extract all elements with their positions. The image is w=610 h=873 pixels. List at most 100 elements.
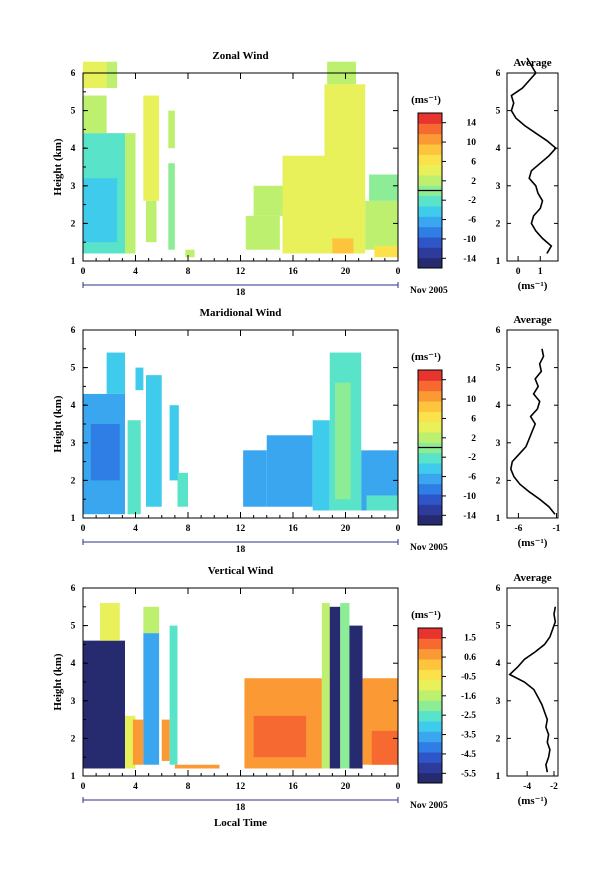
panel-title: Maridional Wind xyxy=(200,307,282,319)
x-tick-label: 20 xyxy=(341,524,351,534)
heatmap-cell xyxy=(83,178,118,243)
y-axis-label: Height (km) xyxy=(52,395,64,452)
colorbar-swatch xyxy=(418,452,442,464)
colorbar-swatch xyxy=(418,390,442,402)
colorbar-tick-label: -6 xyxy=(468,473,476,483)
colorbar: 14 10 6 2 -2 -6 -10 -14 (ms⁻¹) xyxy=(411,351,476,526)
date-label: Nov 2005 xyxy=(410,543,448,553)
average-y-tick-label: 5 xyxy=(496,107,501,117)
y-tick-label: 6 xyxy=(71,326,76,336)
colorbar-tick-label: 0.6 xyxy=(464,653,476,663)
colorbar-swatch xyxy=(418,483,442,495)
colorbar-swatch xyxy=(418,421,442,433)
heatmap-cell xyxy=(83,61,107,89)
heatmap-cell xyxy=(340,603,350,769)
heatmap-cell xyxy=(312,420,330,511)
colorbar-swatch xyxy=(418,504,442,516)
heatmap-cells xyxy=(83,603,398,769)
y-tick-label: 5 xyxy=(71,364,76,374)
x-tick-label: 16 xyxy=(288,782,298,792)
panel-title: Zonal Wind xyxy=(212,50,268,62)
heatmap-cell xyxy=(125,715,136,769)
average-frame xyxy=(506,587,559,777)
colorbar-swatch xyxy=(418,679,442,691)
x-tick-label: 0 xyxy=(81,267,86,277)
colorbar-tick-label: -2 xyxy=(468,196,476,206)
colorbar-swatch xyxy=(418,370,442,381)
average-title: Average xyxy=(513,572,551,584)
colorbar-swatch xyxy=(418,411,442,423)
average-y-tick-label: 4 xyxy=(496,659,501,669)
x-tick-label: 4 xyxy=(133,782,138,792)
average-y-tick-label: 6 xyxy=(496,69,501,79)
colorbar-swatch xyxy=(418,741,442,753)
average-y-tick-label: 1 xyxy=(496,257,501,267)
x-tick-label: 0 xyxy=(396,782,401,792)
average-unit: (ms⁻¹) xyxy=(518,537,548,549)
heatmap-cells xyxy=(83,352,398,515)
colorbar-swatch xyxy=(418,721,442,732)
colorbar-swatch xyxy=(418,144,442,155)
heatmap-cell xyxy=(168,163,175,250)
y-axis-label: Height (km) xyxy=(52,138,64,195)
colorbar-tick-label: -14 xyxy=(463,511,476,521)
heatmap-cell xyxy=(253,185,287,216)
colorbar-swatch xyxy=(418,659,442,670)
y-tick-label: 6 xyxy=(71,584,76,594)
x-tick-label: 8 xyxy=(186,524,191,534)
colorbar-swatch xyxy=(418,401,442,412)
colorbar-swatch xyxy=(418,247,442,259)
heatmap-cell xyxy=(245,215,280,250)
colorbar-swatch xyxy=(418,690,442,701)
colorbar-swatch xyxy=(418,206,442,217)
x-tick-label: 0 xyxy=(396,524,401,534)
average-panel: Average 1 2 3 4 5 6 0 1 (ms⁻¹) xyxy=(496,57,559,292)
heatmap-cell xyxy=(143,95,160,201)
colorbar-tick-label: -1.6 xyxy=(461,692,476,702)
x-tick-label: 12 xyxy=(236,267,246,277)
y-tick-label: 2 xyxy=(71,476,76,486)
colorbar-tick-label: -2 xyxy=(468,453,476,463)
heatmap-cell xyxy=(177,472,188,507)
colorbar-tick-label: 6 xyxy=(471,414,476,424)
colorbar-tick-label: -4.5 xyxy=(461,750,476,760)
colorbar-swatch xyxy=(418,133,442,145)
colorbar-swatch xyxy=(418,731,442,743)
colorbar-tick-label: -5.5 xyxy=(461,769,476,779)
heatmap-cell xyxy=(146,200,157,243)
average-unit: (ms⁻¹) xyxy=(518,280,548,292)
heatmap-cell xyxy=(143,633,160,765)
x-tick-label: 4 xyxy=(133,524,138,534)
colorbar-swatch xyxy=(418,772,442,784)
heatmap-cell xyxy=(168,110,175,149)
heatmap-cell xyxy=(321,603,330,769)
colorbar-swatch xyxy=(418,113,442,124)
colorbar-frame xyxy=(417,627,443,784)
heatmap-cell xyxy=(266,435,313,507)
heatmap-cell xyxy=(282,155,325,254)
average-x-tick-label: -4 xyxy=(523,782,531,792)
heatmap-cell xyxy=(83,95,107,134)
colorbar-swatch xyxy=(418,175,442,186)
colorbar-tick-label: -0.5 xyxy=(461,672,476,682)
heatmap-cell xyxy=(369,174,398,201)
y-tick-label: 3 xyxy=(71,697,76,707)
colorbar-swatch xyxy=(418,514,442,526)
x-tick-label: 0 xyxy=(396,267,401,277)
average-y-tick-label: 6 xyxy=(496,584,501,594)
heatmap-cell xyxy=(100,603,120,641)
heatmap-cell xyxy=(132,719,144,765)
average-title: Average xyxy=(513,57,551,69)
x-tick-label: 16 xyxy=(288,524,298,534)
colorbar-tick-label: 10 xyxy=(467,395,477,405)
average-y-tick-label: 3 xyxy=(496,697,501,707)
average-x-tick-label: -2 xyxy=(550,782,558,792)
heatmap-cell xyxy=(161,719,170,761)
y-tick-label: 3 xyxy=(71,439,76,449)
y-tick-label: 2 xyxy=(71,734,76,744)
colorbar-swatch xyxy=(418,123,442,135)
y-tick-label: 6 xyxy=(71,69,76,79)
average-y-tick-label: 5 xyxy=(496,364,501,374)
